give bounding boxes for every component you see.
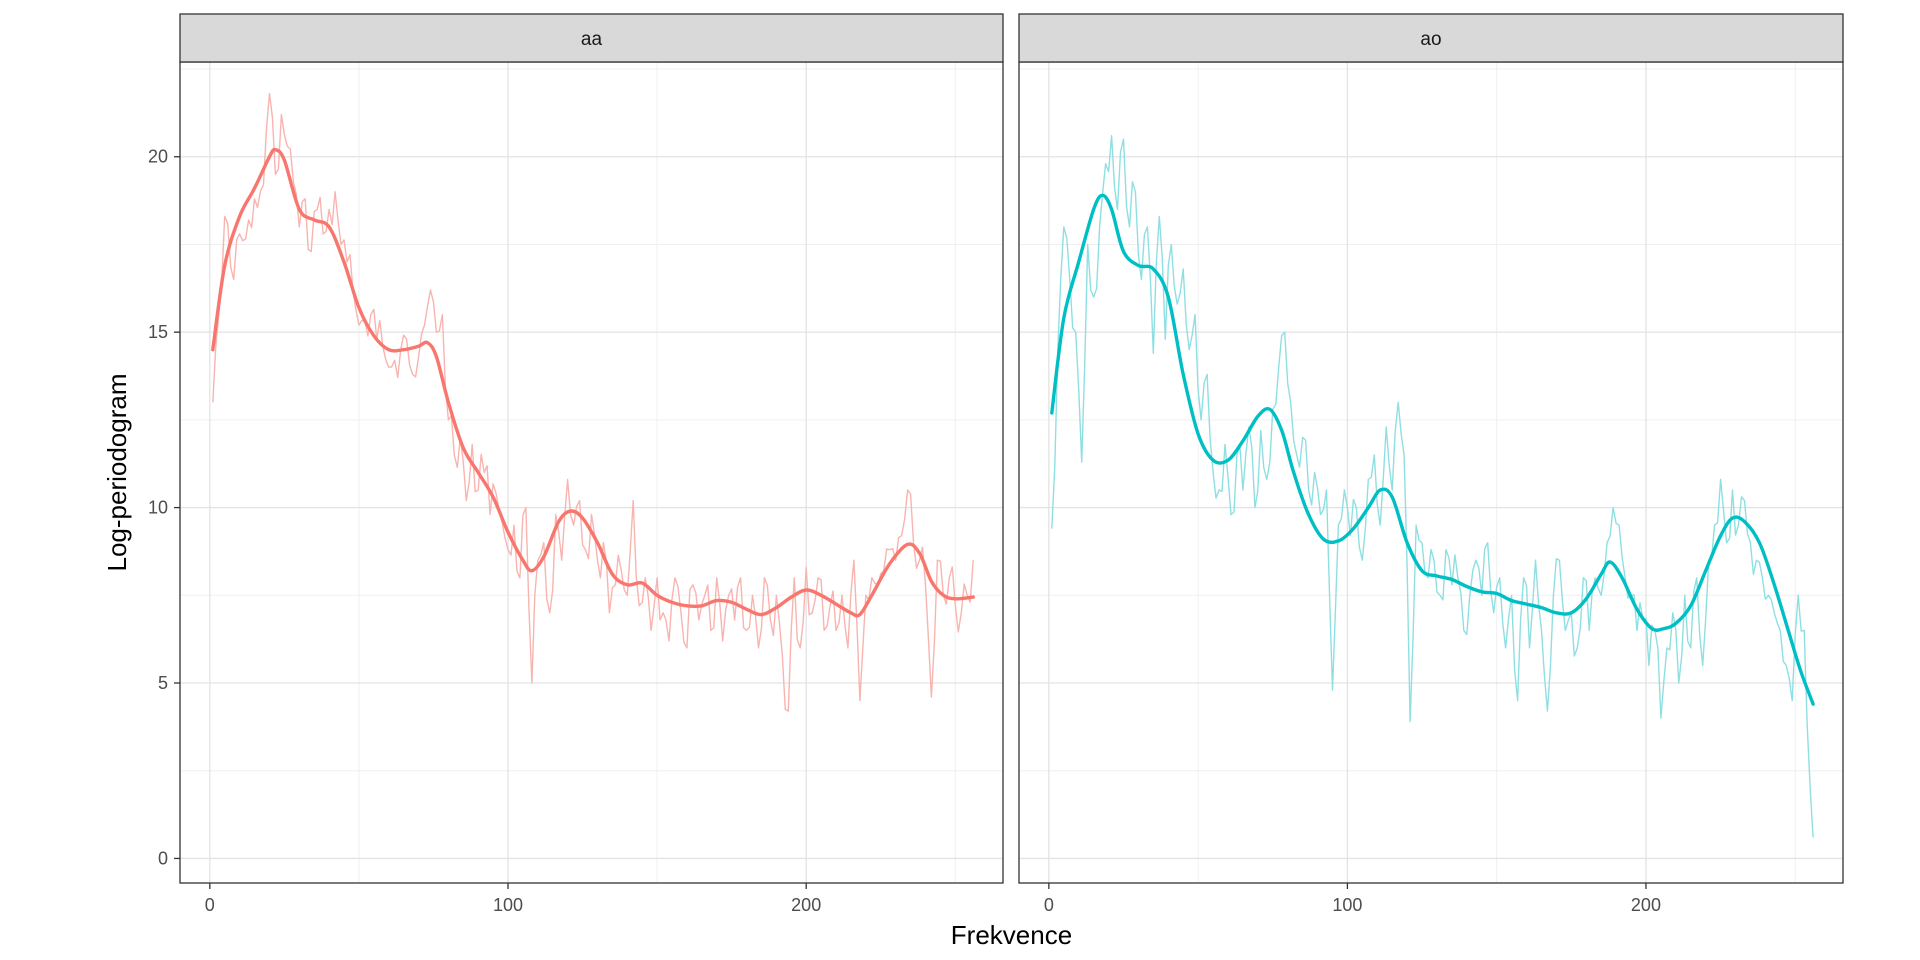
panel-aa: aa 0 100 200: [179, 13, 1004, 915]
y-tick-label: 5: [158, 673, 168, 693]
panel-background: [1019, 62, 1843, 883]
y-tick-label: 10: [148, 498, 168, 518]
strip-label: aa: [581, 29, 603, 50]
x-tick-label: 200: [1631, 895, 1661, 915]
x-tick-label: 0: [1044, 895, 1054, 915]
y-tick-label: 15: [148, 322, 168, 342]
panel-ao: ao 0 100 200: [1018, 13, 1844, 915]
y-axis-title: Log-periodogram: [102, 373, 132, 571]
strip-background: [179, 13, 1004, 63]
smooth-line-ao: [1050, 193, 1815, 706]
x-axis-title: Frekvence: [951, 920, 1072, 950]
strip-label: ao: [1420, 29, 1441, 50]
panel-background: [180, 62, 1003, 883]
y-tick-label: 20: [148, 147, 168, 167]
strip-background: [1018, 13, 1844, 63]
panels-layer: aa 0 100 200 ao 0 100 200 0 5 10 15 20: [148, 13, 1844, 915]
smooth-line-aa: [211, 147, 975, 618]
raw-periodogram-line-aa: [212, 92, 974, 712]
x-tick-label: 100: [1332, 895, 1362, 915]
x-tick-label: 0: [205, 895, 215, 915]
raw-periodogram-line-ao: [1051, 135, 1814, 838]
x-tick-label: 100: [493, 895, 523, 915]
y-tick-label: 0: [158, 848, 168, 868]
x-tick-label: 200: [791, 895, 821, 915]
